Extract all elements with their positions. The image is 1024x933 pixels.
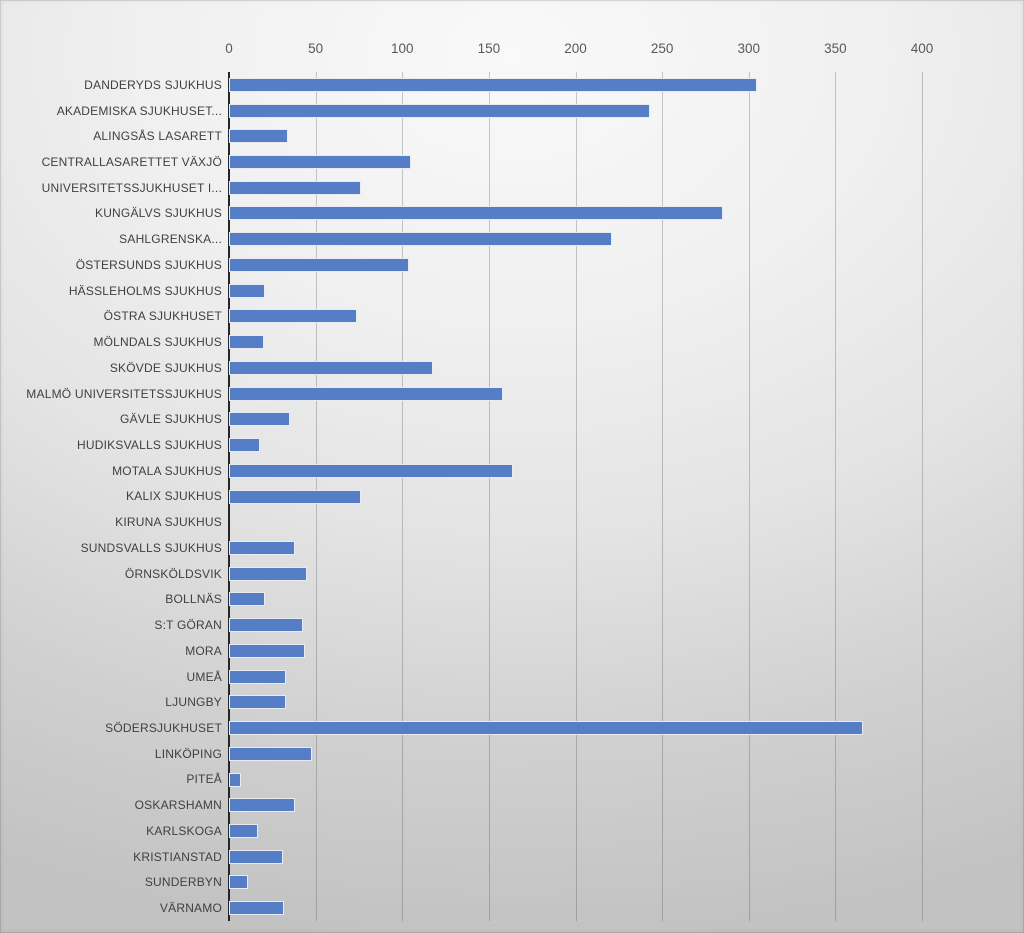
bar [229, 566, 307, 581]
plot-area [228, 72, 923, 921]
category-label: KIRUNA SJUKHUS [115, 515, 222, 530]
category-label: KARLSKOGA [146, 823, 222, 838]
bar [229, 489, 361, 504]
bar [229, 103, 650, 118]
bar [229, 849, 283, 864]
bar [229, 592, 266, 607]
tick-label: 50 [308, 41, 324, 56]
tick-label: 150 [477, 41, 501, 56]
category-label: PITEÅ [186, 772, 222, 787]
bar [229, 618, 304, 633]
bar [229, 360, 434, 375]
gridline [575, 72, 577, 921]
bar [229, 875, 249, 890]
category-label: BOLLNÄS [165, 592, 222, 607]
category-label: ÖSTERSUNDS SJUKHUS [75, 257, 222, 272]
bar [229, 309, 358, 324]
category-label: LJUNGBY [165, 695, 222, 710]
bar [229, 386, 503, 401]
category-label: GÄVLE SJUKHUS [120, 412, 222, 427]
category-label: DANDERYDS SJUKHUS [84, 77, 222, 92]
category-label: S:T GÖRAN [154, 618, 222, 633]
bar [229, 155, 411, 170]
bar [229, 180, 361, 195]
bar [229, 463, 514, 478]
category-label: SUNDSVALLS SJUKHUS [80, 540, 222, 555]
gridline [835, 72, 837, 921]
bar [229, 540, 295, 555]
tick-label: 0 [225, 41, 233, 56]
bar [229, 746, 313, 761]
bar [229, 257, 410, 272]
category-label: KALIX SJUKHUS [126, 489, 222, 504]
category-label: MALMÖ UNIVERSITETSSJUKHUS [26, 386, 222, 401]
category-label: SÖDERSJUKHUSET [105, 721, 222, 736]
gridline [922, 72, 923, 921]
bar [229, 129, 288, 144]
category-labels: DANDERYDS SJUKHUS AKADEMISKA SJUKHUSET...… [0, 72, 222, 921]
bar [229, 206, 723, 221]
bar [229, 283, 266, 298]
gridline [402, 72, 404, 921]
tick-label: 400 [910, 41, 934, 56]
x-axis-ticks: 0 50 100 150 200 250 300 350 400 [225, 38, 933, 60]
bar [229, 335, 264, 350]
bar [229, 721, 864, 736]
bar [229, 695, 287, 710]
category-label: CENTRALLASARETTET VÄXJÖ [41, 155, 222, 170]
category-label: ALINGSÅS LASARETT [93, 129, 222, 144]
category-label: ÖSTRA SJUKHUSET [103, 309, 222, 324]
bar [229, 438, 261, 453]
category-label: SKÖVDE SJUKHUS [109, 360, 222, 375]
category-label: MOTALA SJUKHUS [112, 463, 222, 478]
category-label: SAHLGRENSKA... [119, 232, 222, 247]
bar [229, 823, 259, 838]
tick-label: 100 [390, 41, 414, 56]
category-label: AKADEMISKA SJUKHUSET... [56, 103, 222, 118]
category-label: LINKÖPING [154, 746, 222, 761]
category-label: UMEÅ [186, 669, 222, 684]
category-label: UNIVERSITETSSJUKHUSET I... [41, 180, 222, 195]
bar [229, 669, 287, 684]
bar [229, 798, 295, 813]
category-label: OSKARSHAMN [134, 798, 222, 813]
bar [229, 232, 612, 247]
category-label: VÄRNAMO [159, 901, 222, 916]
bar [229, 643, 306, 658]
category-label: HÄSSLEHOLMS SJUKHUS [68, 283, 222, 298]
bar [229, 412, 290, 427]
bar [229, 77, 758, 92]
bar [229, 901, 285, 916]
category-label: KRISTIANSTAD [133, 849, 222, 864]
tick-label: 300 [737, 41, 761, 56]
category-label: KUNGÄLVS SJUKHUS [94, 206, 222, 221]
gridline [748, 72, 750, 921]
category-label: MORA [185, 643, 222, 658]
bar [229, 772, 242, 787]
category-label: SUNDERBYN [144, 875, 222, 890]
category-label: HUDIKSVALLS SJUKHUS [77, 438, 222, 453]
tick-label: 250 [650, 41, 674, 56]
gridline [662, 72, 664, 921]
tick-label: 200 [564, 41, 587, 56]
tick-label: 350 [824, 41, 847, 56]
category-label: ÖRNSKÖLDSVIK [124, 566, 222, 581]
category-label: MÖLNDALS SJUKHUS [93, 335, 222, 350]
gridline [488, 72, 490, 921]
